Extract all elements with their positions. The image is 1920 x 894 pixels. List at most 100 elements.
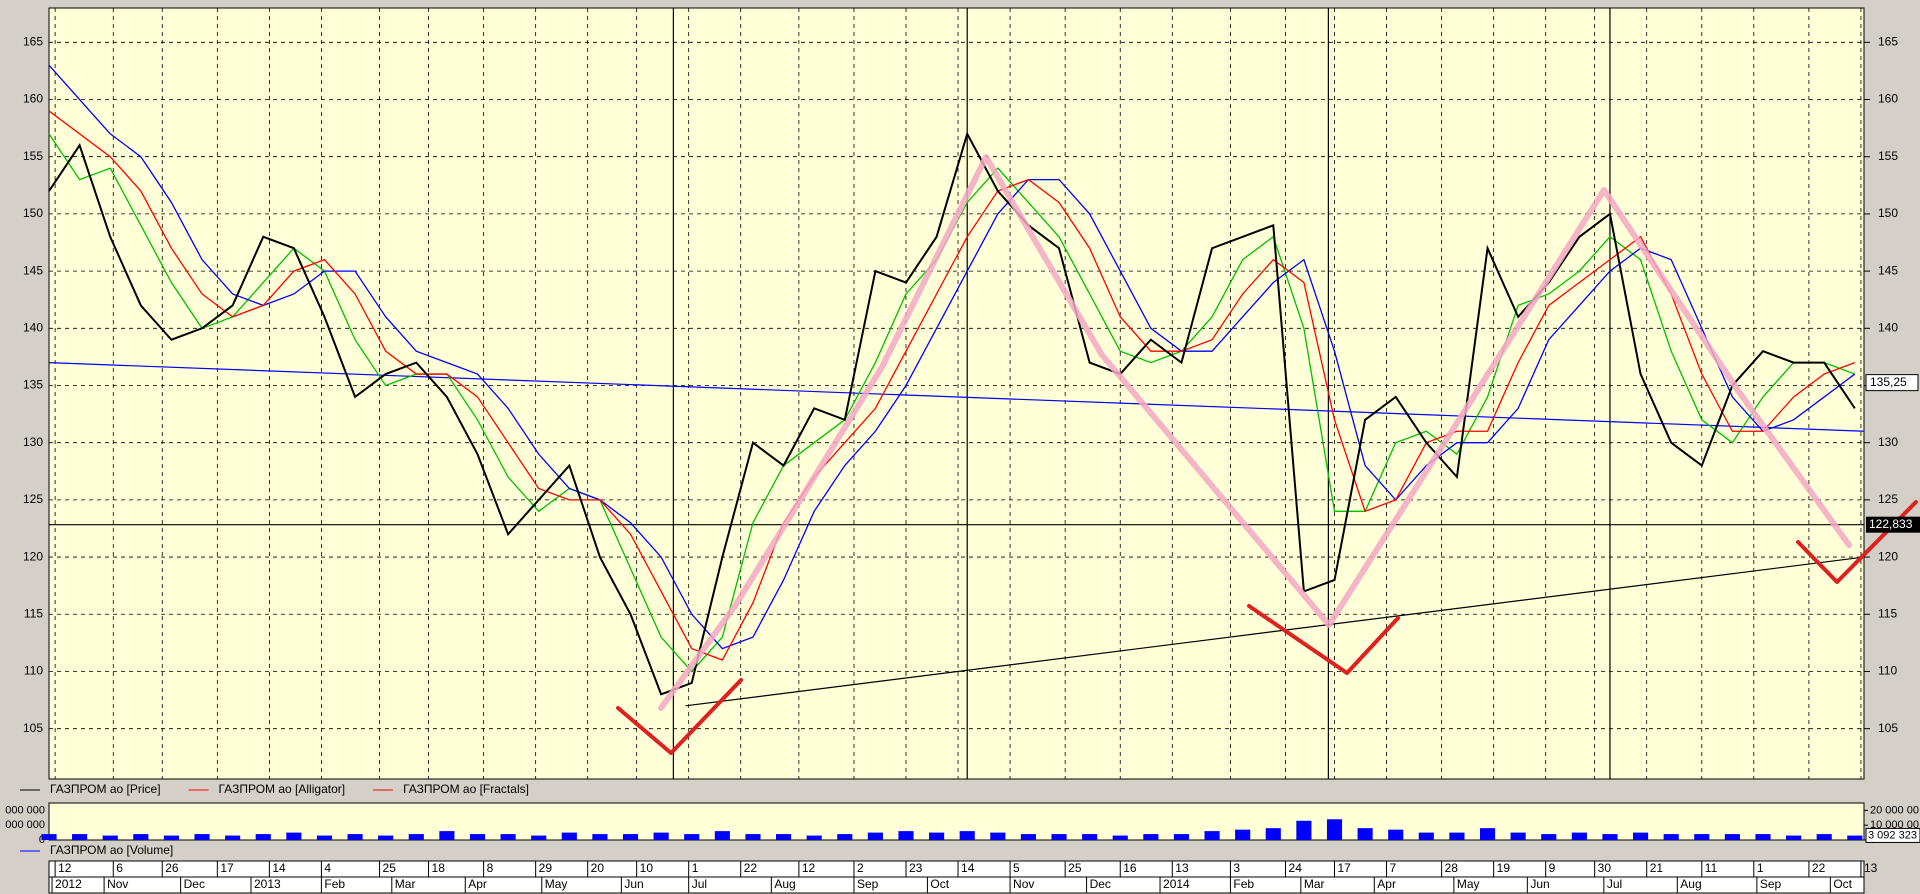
x-tick-label: Aug <box>1680 877 1701 891</box>
x-tick-label: Aug <box>774 877 795 891</box>
y-tick-label: 125 <box>1878 492 1898 506</box>
volume-bar <box>959 831 975 840</box>
volume-bar <box>1571 832 1587 840</box>
x-tick-label: 18 <box>432 861 446 875</box>
y-tick-label: 140 <box>23 320 43 334</box>
y-tick-label: 155 <box>1878 149 1898 163</box>
x-tick-label: Oct <box>930 877 949 891</box>
volume-bar <box>1694 834 1710 840</box>
y-tick-label: 140 <box>1878 320 1898 334</box>
y-tick-label: 120 <box>23 549 43 563</box>
x-tick-label: May <box>545 877 568 891</box>
volume-bar <box>898 831 914 840</box>
volume-bar <box>806 835 822 840</box>
volume-bar <box>408 834 424 840</box>
volume-bar <box>1112 835 1128 840</box>
volume-tick-label: 20 000 00 <box>1870 804 1919 816</box>
volume-tick-label: 000 000 <box>5 819 45 831</box>
alligator-line <box>48 110 1856 661</box>
volume-bar <box>1082 834 1098 840</box>
volume-bar <box>316 835 333 840</box>
volume-bar <box>225 835 241 840</box>
x-tick-label: Feb <box>1233 877 1254 891</box>
x-tick-label: May <box>1457 877 1480 891</box>
x-tick-label: 30 <box>1598 861 1612 875</box>
x-tick-label: Mar <box>395 877 416 891</box>
x-tick-label: 2 <box>857 861 864 875</box>
volume-bar <box>653 832 669 840</box>
volume-bar <box>1235 829 1251 840</box>
volume-bar <box>1755 834 1771 840</box>
volume-label: 3 092 323 <box>1868 829 1917 841</box>
x-tick-label: 20 <box>591 861 605 875</box>
volume-bar <box>1143 834 1159 840</box>
volume-bar <box>1265 828 1281 840</box>
volume-bar <box>867 832 883 840</box>
volume-bar <box>1418 832 1434 840</box>
volume-label-bg <box>1865 827 1920 843</box>
y-tick-label: 105 <box>1878 721 1898 735</box>
x-tick-label: 12 <box>802 861 816 875</box>
volume-bar <box>1173 834 1190 840</box>
volume-bar <box>1663 834 1679 840</box>
x-tick-label: 25 <box>383 861 397 875</box>
volume-bar <box>469 834 486 840</box>
volume-bar <box>439 831 455 840</box>
volume-bar <box>194 834 210 840</box>
legend-label: ГАЗПРОМ ао [Volume] <box>50 843 173 857</box>
x-tick-label: Dec <box>1090 877 1111 891</box>
red-check <box>1247 604 1400 675</box>
volume-bar <box>1357 828 1373 840</box>
y-tick-label: 115 <box>1878 606 1897 620</box>
volume-bar <box>1816 834 1832 840</box>
trend-line <box>48 362 1865 432</box>
volume-bar <box>531 835 547 840</box>
volume-bar <box>1847 835 1863 840</box>
x-tick-label: 8 <box>487 861 494 875</box>
volume-bar <box>592 834 608 840</box>
volume-bar <box>1786 835 1802 840</box>
volume-bar <box>1388 829 1404 840</box>
x-tick-label: Sep <box>857 877 879 891</box>
volume-bar <box>72 834 88 840</box>
x-tick-label: 14 <box>961 861 975 875</box>
x-tick-label: 17 <box>220 861 234 875</box>
volume-bar <box>500 834 516 840</box>
volume-bar <box>714 831 730 840</box>
x-tick-label: 10 <box>640 861 654 875</box>
y-tick-label: 105 <box>23 721 43 735</box>
volume-bar <box>1479 828 1496 840</box>
y-tick-label: 115 <box>24 606 43 620</box>
x-tick-label: 6 <box>116 861 123 875</box>
y-tick-label: 130 <box>23 435 43 449</box>
volume-bar <box>1020 834 1036 840</box>
y-tick-label: 150 <box>1878 206 1898 220</box>
y-tick-label: 165 <box>1878 34 1898 48</box>
x-tick-label: 21 <box>1650 861 1664 875</box>
price-label-bg <box>1865 374 1919 392</box>
annotations <box>616 154 1918 755</box>
alligator-line <box>48 64 1856 650</box>
x-tick-label: 4 <box>324 861 331 875</box>
y-tick-label: 165 <box>23 34 43 48</box>
level-label-bg <box>1866 516 1920 533</box>
x-tick-label: 2013 <box>254 877 281 891</box>
volume-bar <box>1724 834 1740 840</box>
volume-bar <box>837 834 853 840</box>
volume-bar <box>347 834 363 840</box>
y-tick-label: 160 <box>23 92 43 106</box>
volume-bar <box>1051 834 1067 840</box>
y-tick-label: 110 <box>24 664 43 678</box>
volume-bar <box>1602 834 1618 840</box>
x-tick-label: 1 <box>1757 861 1764 875</box>
x-tick-label: Sep <box>1760 877 1782 891</box>
y-tick-label: 160 <box>1878 92 1898 106</box>
x-tick-label: 29 <box>539 861 553 875</box>
y-tick-label: 145 <box>1878 263 1898 277</box>
volume-bar <box>684 834 700 840</box>
x-tick-label: 14 <box>272 861 286 875</box>
volume-bar <box>286 832 302 840</box>
x-tick-label: 26 <box>165 861 179 875</box>
y-tick-label: 110 <box>1878 664 1897 678</box>
